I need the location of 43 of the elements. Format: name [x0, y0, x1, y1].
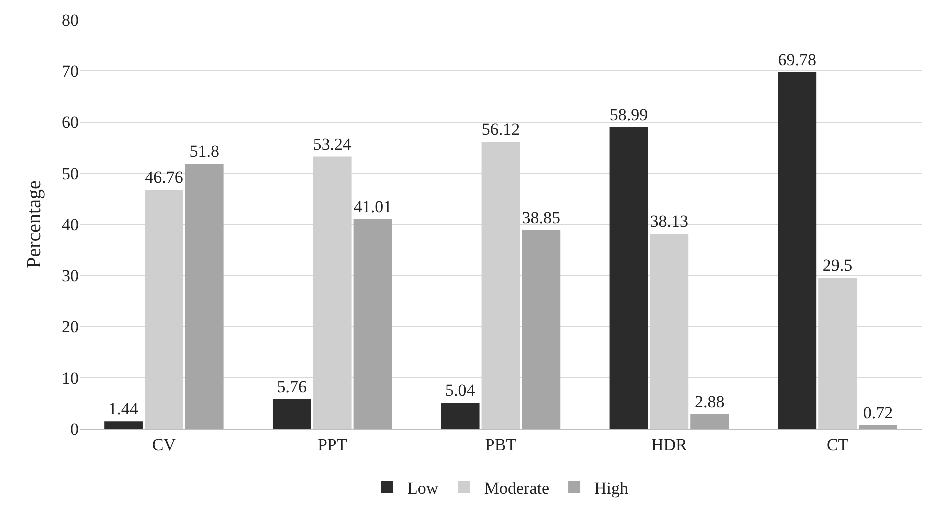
bar	[104, 422, 143, 429]
data-label: 51.8	[190, 142, 220, 162]
data-label: 5.76	[277, 378, 308, 397]
bar	[778, 72, 817, 429]
data-label: 38.85	[522, 208, 561, 228]
y-tick-label: 0	[70, 420, 79, 439]
data-label: 5.04	[445, 381, 476, 400]
y-tick-label: 30	[62, 266, 79, 286]
data-label: 58.99	[610, 105, 648, 124]
y-axis-title: Percentage	[24, 180, 46, 268]
data-label: 46.76	[145, 168, 184, 187]
x-tick-label: PPT	[318, 435, 348, 454]
x-tick-label: HDR	[651, 435, 688, 454]
data-label: 69.78	[778, 50, 817, 70]
x-tick-label: PBT	[485, 435, 518, 454]
legend-label: Moderate	[484, 479, 550, 498]
y-tick-label: 20	[62, 318, 79, 337]
data-label: 29.5	[822, 256, 853, 276]
bar	[185, 164, 224, 429]
y-tick-label: 60	[62, 113, 79, 132]
y-tick-label: 10	[62, 368, 79, 388]
legend-label: High	[594, 479, 630, 498]
y-tick-label: 80	[62, 10, 79, 30]
data-label: 41.01	[354, 197, 392, 216]
data-label: 56.12	[482, 120, 520, 140]
bar	[610, 127, 648, 429]
bar	[354, 219, 392, 429]
y-tick-label: 50	[62, 164, 79, 184]
data-label: 53.24	[313, 134, 352, 154]
bar	[859, 425, 898, 429]
legend-label: Low	[408, 479, 440, 498]
data-label: 38.13	[650, 212, 689, 232]
bar	[272, 400, 312, 429]
y-tick-label: 70	[62, 62, 79, 82]
bar	[522, 230, 561, 429]
y-tick-label: 40	[62, 215, 79, 234]
data-label: 2.88	[694, 392, 725, 412]
bar	[690, 414, 730, 429]
x-tick-label: CV	[152, 435, 177, 454]
bar	[441, 403, 480, 429]
data-label: 1.44	[108, 400, 139, 419]
x-tick-label: CT	[826, 435, 850, 454]
data-label: 0.72	[863, 403, 894, 422]
